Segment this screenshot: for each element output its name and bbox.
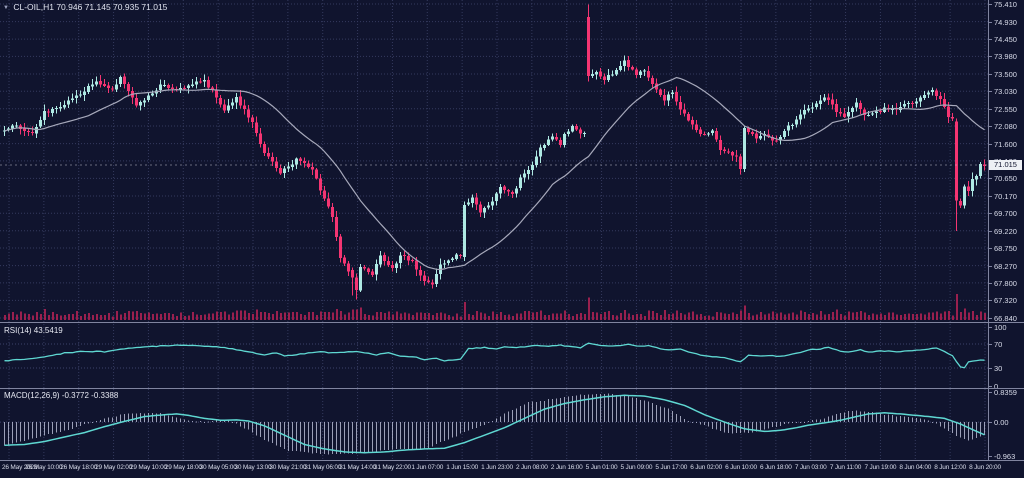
time-axis-label: 29 May 18:00 [164, 464, 202, 471]
axis-tick [988, 368, 992, 369]
time-axis-label: 6 Jun 10:00 [725, 464, 757, 471]
axis-separator [988, 0, 989, 460]
axis-tick [988, 196, 992, 197]
axis-tick [988, 344, 992, 345]
axis-tick [988, 126, 992, 127]
axis-label: 67.800 [994, 279, 1017, 288]
axis-label: 73.500 [994, 70, 1017, 79]
axis-tick [988, 283, 992, 284]
axis-tick [988, 4, 992, 5]
time-axis-label: 1 Jun 15:00 [446, 464, 479, 471]
time-axis-label: 31 May 22:00 [373, 464, 411, 471]
axis-label: 74.930 [994, 18, 1017, 27]
chart-pane-macd[interactable] [0, 389, 988, 460]
axis-label: 70.170 [994, 192, 1017, 201]
axis-label: 71.600 [994, 140, 1017, 149]
axis-label: 75.410 [994, 0, 1017, 9]
axis-label: 69.220 [994, 227, 1017, 236]
symbol-timeframe: CL-OIL,H1 [13, 2, 54, 12]
rsi-label: RSI(14) 43.5419 [4, 326, 63, 335]
axis-label: 68.270 [994, 262, 1017, 271]
axis-label: 73.030 [994, 87, 1017, 96]
axis-label: 73.980 [994, 52, 1017, 61]
axis-label: -0.963 [994, 452, 1016, 461]
axis-label: 70.650 [994, 174, 1017, 183]
axis-tick [988, 386, 992, 387]
axis-label: 66.840 [994, 314, 1017, 323]
time-axis-label: 30 May 13:00 [234, 464, 272, 471]
time-axis-label: 30 May 05:00 [199, 464, 237, 471]
time-axis-label: 26 May 10:00 [25, 464, 63, 471]
time-axis-label: 8 Jun 12:00 [934, 464, 967, 471]
axis-label: 70 [994, 340, 1003, 349]
chart-dropdown-icon[interactable]: ▼ [3, 5, 9, 11]
axis-tick [988, 74, 992, 75]
axis-label: 72.550 [994, 105, 1017, 114]
axis-label: 100 [994, 323, 1007, 332]
time-axis-label: 6 Jun 18:00 [759, 464, 792, 471]
axis-tick [988, 109, 992, 110]
time-axis-label: 5 Jun 09:00 [620, 464, 653, 471]
time-axis-label: 7 Jun 03:00 [794, 464, 827, 471]
current-price-tag: 71.015 [989, 160, 1022, 171]
time-axis-label: 8 Jun 20:00 [969, 464, 1001, 471]
axis-tick [988, 300, 992, 301]
pane-separator[interactable] [0, 388, 1024, 389]
time-axis-label: 2 Jun 08:00 [515, 464, 548, 471]
axis-label: 69.700 [994, 209, 1017, 218]
pane-separator[interactable] [0, 322, 1024, 323]
axis-tick [988, 56, 992, 57]
time-axis-label: 6 Jun 02:00 [690, 464, 723, 471]
symbol-ohlc-label: ▼ CL-OIL,H1 70.946 71.145 70.935 71.015 [3, 2, 167, 12]
axis-tick [988, 318, 992, 319]
axis-tick [988, 178, 992, 179]
axis-tick [988, 266, 992, 267]
axis-tick [988, 392, 992, 393]
axis-label: 0.8359 [994, 388, 1017, 397]
time-axis-label: 31 May 14:00 [339, 464, 377, 471]
axis-label: 67.320 [994, 296, 1017, 305]
time-axis-label: 31 May 06:00 [304, 464, 342, 471]
time-axis-label: 30 May 21:00 [269, 464, 307, 471]
time-axis-label: 5 Jun 17:00 [655, 464, 688, 471]
axis-tick [988, 231, 992, 232]
pane-separator [0, 460, 1024, 461]
time-axis-label: 7 Jun 11:00 [829, 464, 862, 471]
time-axis-label: 7 Jun 19:00 [864, 464, 897, 471]
axis-label: 0 [994, 382, 999, 391]
axis-tick [988, 39, 992, 40]
axis-label: 30 [994, 364, 1003, 373]
axis-tick [988, 456, 992, 457]
ohlc-values: 70.946 71.145 70.935 71.015 [56, 2, 168, 12]
time-axis-label: 26 May 18:00 [60, 464, 98, 471]
time-axis[interactable]: 26 May 2023 26 May 10:00 26 May 18:00 29 Ma… [0, 461, 1024, 478]
time-axis-label: 29 May 02:00 [95, 464, 133, 471]
chart-pane-main[interactable] [0, 0, 988, 322]
axis-tick [988, 422, 992, 424]
time-axis-label: 29 May 10:00 [129, 464, 167, 471]
axis-tick [988, 248, 992, 249]
macd-label: MACD(12,26,9) -0.3772 -0.3388 [4, 391, 119, 400]
axis-label: 72.080 [994, 122, 1017, 131]
time-axis-label: 5 Jun 01:00 [585, 464, 618, 471]
axis-tick [988, 22, 992, 23]
time-axis-label: 1 Jun 23:00 [481, 464, 513, 471]
axis-label: 74.450 [994, 35, 1017, 44]
axis-label: 68.750 [994, 244, 1017, 253]
chart-pane-rsi[interactable] [0, 324, 988, 388]
time-axis-label: 26 May 2023 [2, 464, 38, 471]
axis-tick [988, 91, 992, 92]
axis-tick [988, 144, 992, 145]
axis-tick [988, 213, 992, 214]
axis-tick [988, 327, 992, 328]
time-axis-label: 2 Jun 16:00 [550, 464, 583, 471]
axis-label: 0.00 [994, 418, 1009, 428]
time-axis-label: 1 Jun 07:00 [411, 464, 444, 471]
time-axis-label: 8 Jun 04:00 [899, 464, 932, 471]
